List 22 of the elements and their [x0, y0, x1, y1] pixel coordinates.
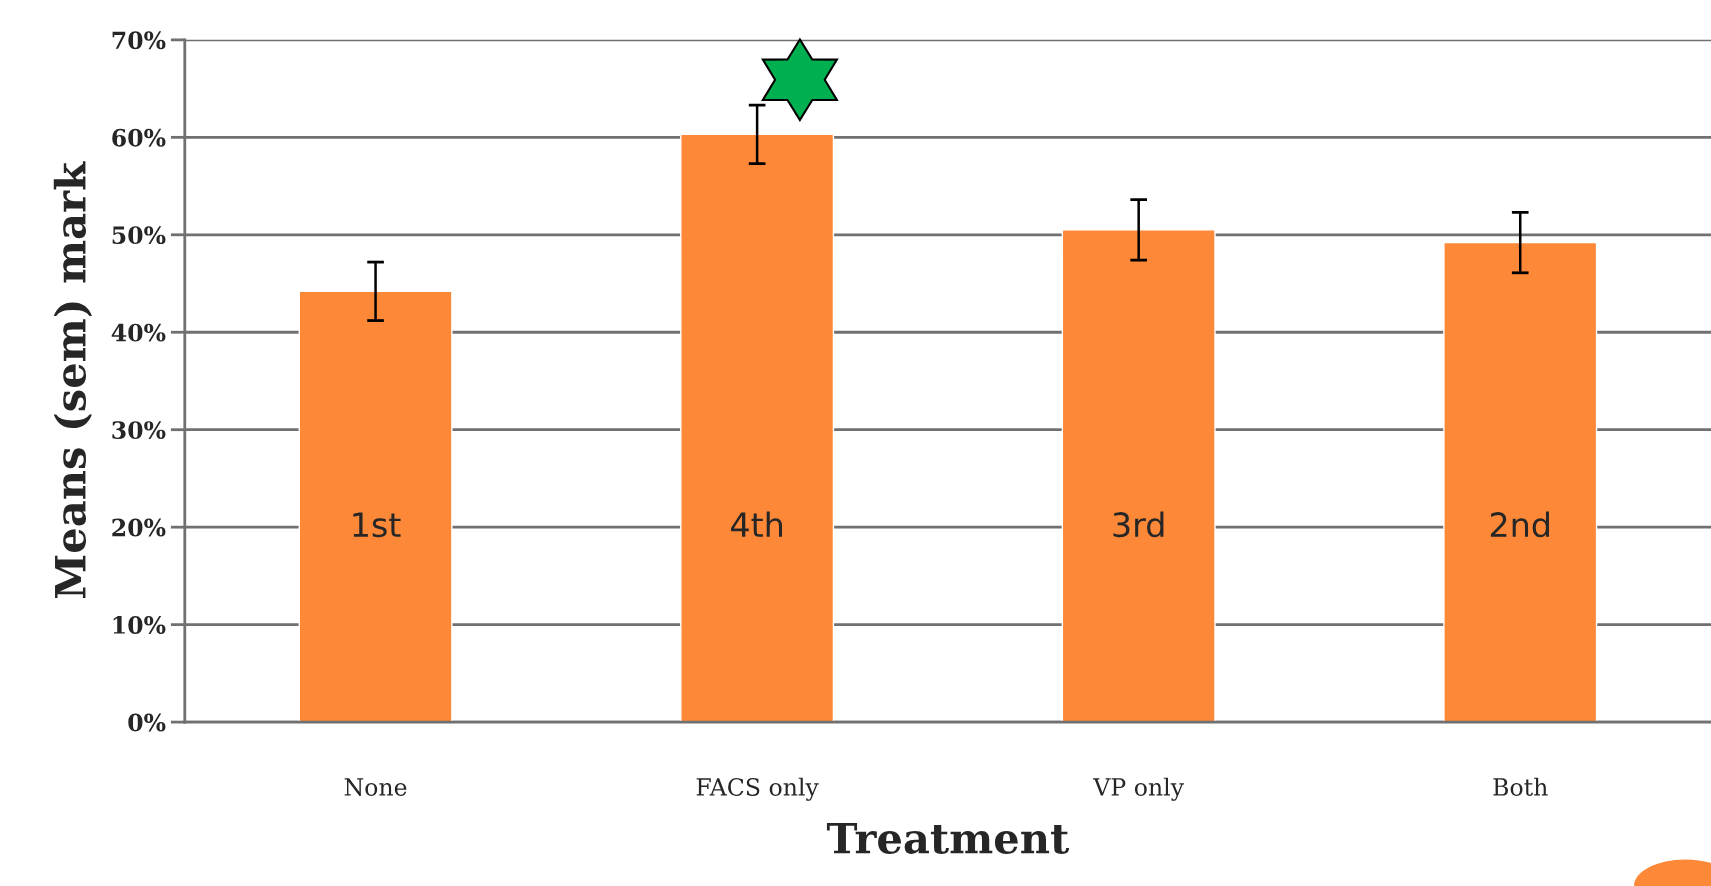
y-tick-label: 20% [112, 518, 166, 537]
annotation: 3rd [1113, 511, 1164, 538]
y-tick-label: 60% [112, 128, 166, 147]
x-tick-label: Both [1493, 777, 1548, 796]
x-tick-label: FACS only [696, 777, 819, 801]
annotation: 4th [731, 511, 782, 537]
y-tick-label: 0% [128, 713, 166, 732]
annotation: 2nd [1490, 511, 1549, 538]
y-tick-label: 30% [112, 421, 166, 440]
annotation: 1st [353, 512, 401, 538]
y-axis-title: Means (sem) mark [53, 161, 92, 599]
y-tick-label: 10% [113, 616, 166, 634]
x-tick-label: VP only [1093, 777, 1184, 801]
x-axis-title: Treatment [826, 822, 1070, 854]
y-tick-label: 50% [112, 226, 166, 245]
bar [680, 133, 835, 723]
y-tick-label: 40% [111, 323, 166, 342]
bar [1061, 229, 1216, 723]
y-tick-label: 70% [112, 31, 166, 50]
bar [298, 290, 453, 723]
bar [1443, 241, 1598, 723]
x-tick-label: None [344, 778, 407, 796]
